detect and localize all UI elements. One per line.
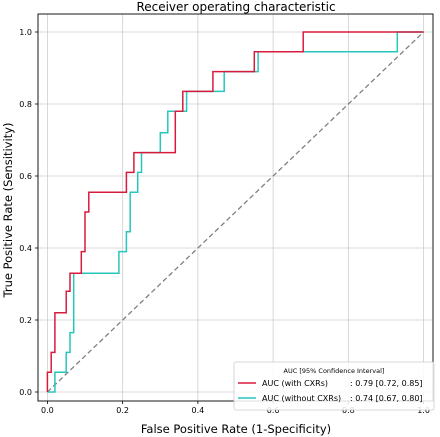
roc-line-with-cxrs [46,31,424,392]
x-tick-label: 0.0 [41,406,54,415]
legend: AUC [95% Confidence Interval] AUC (with … [233,361,435,411]
y-tick-label: 0.0 [19,388,32,397]
roc-line-without-cxrs [47,31,424,393]
legend-title: AUC [95% Confidence Interval] [284,367,385,375]
x-tick-label: 1.0 [417,406,430,415]
x-axis-label: False Positive Rate (1-Specificity) [141,422,331,436]
legend-value-without-cxrs: : 0.74 [0.67, 0.80] [350,394,423,403]
chance-diagonal-line [46,31,425,393]
x-tick-label: 0.2 [116,406,129,415]
series-layer [46,31,425,393]
x-tick-label: 0.6 [267,406,280,415]
y-tick-label: 0.8 [19,100,32,109]
y-tick-label: 0.4 [19,244,32,253]
legend-label-without-cxrs: AUC (without CXRs) [262,394,341,403]
legend-box [233,361,435,411]
legend-label-with-cxrs: AUC (with CXRs) [262,379,328,388]
x-tick-label: 0.8 [342,406,355,415]
y-axis: 0.0 0.2 0.4 0.6 0.8 1.0 [19,28,38,397]
y-tick-label: 0.2 [19,316,32,325]
y-axis-label: True Positive Rate (Sensitivity) [1,123,15,299]
x-tick-label: 0.4 [192,406,205,415]
y-tick-label: 1.0 [19,28,32,37]
chart-title: Receiver operating characteristic [136,0,335,14]
y-tick-label: 0.6 [19,172,32,181]
legend-value-with-cxrs: : 0.79 [0.72, 0.85] [350,379,423,388]
grid [38,14,433,401]
